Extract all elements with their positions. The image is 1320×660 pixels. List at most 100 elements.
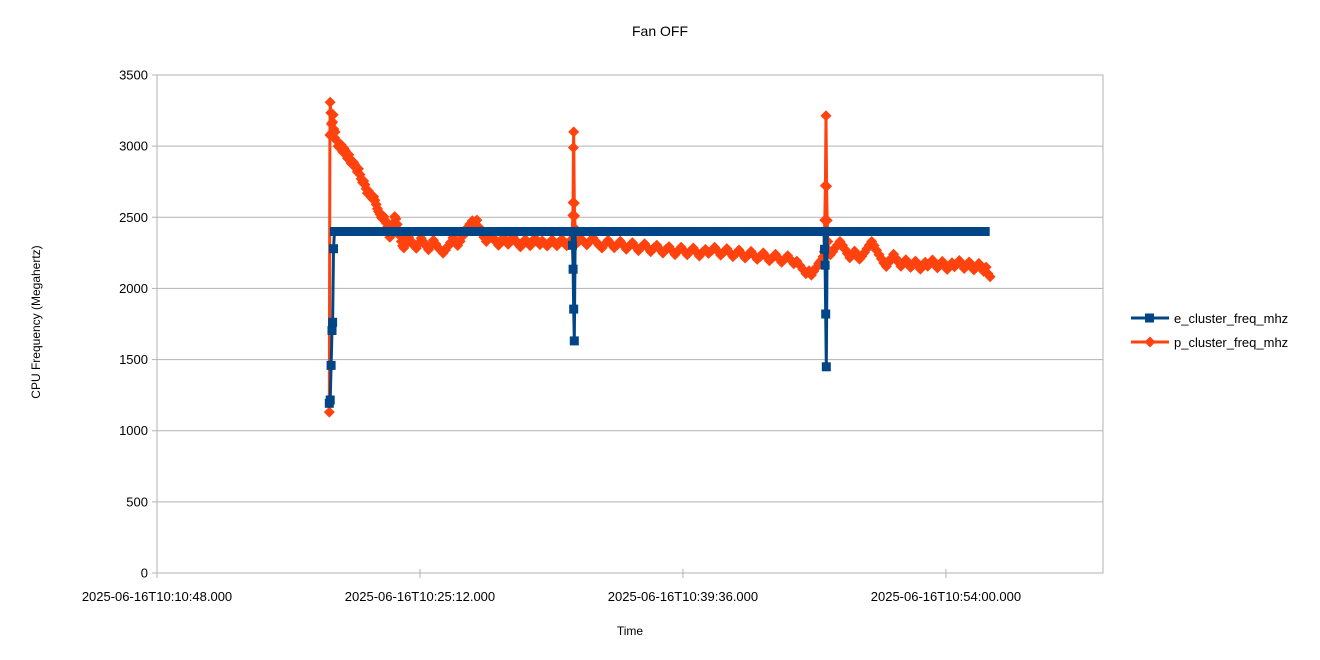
square-marker-icon	[459, 227, 469, 236]
square-marker-icon	[596, 227, 606, 236]
square-marker-icon	[612, 227, 622, 236]
square-marker-icon	[551, 227, 561, 236]
diamond-marker-icon	[568, 126, 580, 138]
square-marker-icon	[880, 227, 889, 236]
legend-label: p_cluster_freq_mhz	[1174, 334, 1289, 350]
square-marker-icon	[581, 227, 591, 236]
square-marker-icon	[444, 227, 454, 236]
y-tick-label: 3000	[119, 139, 148, 154]
square-marker-icon	[673, 227, 682, 236]
square-marker-icon	[794, 227, 804, 236]
square-marker-icon	[328, 317, 338, 327]
y-tick-label: 0	[141, 566, 148, 581]
diamond-marker-icon	[569, 210, 581, 222]
square-marker-icon	[345, 227, 355, 236]
square-marker-icon	[536, 227, 545, 236]
x-tick-label: 2025-06-16T10:25:12.000	[345, 589, 495, 604]
square-marker-icon	[634, 227, 644, 236]
legend-entry-p_cluster_freq_mhz: p_cluster_freq_mhz	[1131, 330, 1288, 354]
square-marker-icon	[826, 227, 836, 236]
square-marker-icon	[619, 227, 629, 236]
square-marker-icon	[498, 227, 507, 236]
square-marker-icon	[399, 227, 408, 236]
square-marker-icon	[326, 360, 336, 370]
square-marker-icon	[543, 227, 553, 236]
diamond-marker-icon	[782, 250, 794, 262]
diamond-marker-icon	[327, 109, 339, 121]
square-marker-icon	[569, 336, 579, 346]
square-marker-icon	[568, 240, 577, 250]
square-marker-icon	[695, 227, 705, 236]
square-marker-icon	[771, 227, 781, 236]
square-marker-icon	[429, 227, 439, 236]
diamond-marker-icon	[821, 214, 833, 226]
square-marker-icon	[657, 227, 667, 236]
square-marker-icon	[802, 227, 812, 236]
square-marker-icon	[733, 227, 743, 236]
square-marker-icon	[338, 227, 348, 236]
y-tick-label: 1000	[119, 423, 148, 438]
square-marker-icon	[604, 227, 614, 236]
square-marker-icon	[437, 227, 447, 236]
square-marker-icon	[711, 227, 720, 236]
square-marker-icon	[887, 227, 897, 236]
square-marker-icon	[513, 227, 523, 236]
square-marker-icon	[741, 227, 751, 236]
x-tick-label: 2025-06-16T10:54:00.000	[871, 589, 1021, 604]
diamond-marker-icon	[567, 142, 579, 154]
square-marker-icon	[505, 227, 515, 236]
square-marker-icon	[749, 227, 759, 236]
x-tick-label: 2025-06-16T10:39:36.000	[608, 589, 758, 604]
square-marker-icon	[330, 227, 340, 236]
square-marker-icon	[406, 227, 416, 236]
square-marker-icon	[821, 362, 831, 372]
square-marker-icon	[895, 227, 905, 236]
y-tick-label: 1500	[119, 352, 148, 367]
square-marker-icon	[834, 227, 844, 236]
square-marker-icon	[376, 227, 386, 236]
chart-title: Fan OFF	[631, 23, 688, 39]
square-marker-icon	[688, 227, 698, 236]
square-marker-icon	[574, 227, 584, 236]
diamond-marker-icon	[820, 110, 832, 122]
legend-label: e_cluster_freq_mhz	[1174, 310, 1289, 326]
square-marker-icon	[980, 227, 990, 236]
square-marker-icon	[857, 227, 867, 236]
square-marker-icon	[971, 227, 981, 236]
square-marker-icon	[820, 260, 830, 270]
square-marker-icon	[910, 227, 920, 236]
square-marker-icon	[329, 244, 338, 254]
square-marker-icon	[642, 227, 652, 236]
square-marker-icon	[925, 227, 935, 236]
square-marker-icon	[327, 326, 337, 335]
square-marker-icon	[718, 227, 728, 236]
square-marker-icon	[680, 227, 690, 236]
diamond-marker-icon	[324, 96, 336, 108]
diamond-marker-icon	[984, 271, 996, 283]
square-marker-icon	[787, 227, 797, 236]
square-marker-icon	[361, 227, 370, 236]
diamond-marker-icon	[821, 180, 833, 192]
series-e_cluster_freq_mhz	[324, 227, 990, 408]
plot-border	[156, 74, 1104, 574]
square-marker-icon	[391, 227, 401, 236]
square-marker-icon	[756, 227, 766, 236]
diamond-marker-icon	[327, 116, 339, 128]
square-marker-icon	[820, 244, 829, 254]
series-p_cluster_freq_mhz	[323, 96, 996, 418]
square-marker-icon	[368, 227, 378, 236]
square-marker-icon	[703, 227, 713, 236]
y-tick-label: 500	[126, 494, 148, 509]
y-tick-label: 3500	[119, 68, 148, 83]
square-marker-icon	[933, 227, 943, 236]
square-marker-icon	[821, 309, 831, 319]
square-marker-icon	[475, 227, 485, 236]
diamond-marker-icon	[329, 126, 341, 138]
square-marker-icon	[627, 227, 637, 236]
square-marker-icon	[956, 227, 966, 236]
diamond-marker-icon	[763, 255, 775, 267]
square-marker-icon	[726, 227, 736, 236]
square-marker-icon	[528, 227, 538, 236]
square-marker-icon	[325, 395, 335, 405]
